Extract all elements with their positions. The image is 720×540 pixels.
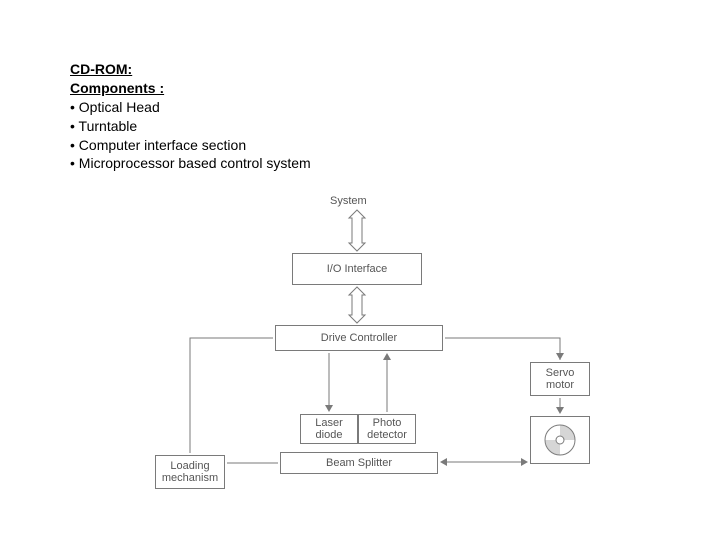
node-loading: Loading mechanism <box>155 455 225 489</box>
node-system: System <box>330 195 367 207</box>
node-disc <box>530 416 590 464</box>
disc-icon <box>543 423 577 457</box>
cdrom-diagram: System I/O Interface Drive Controller Servo… <box>0 0 720 540</box>
node-beam: Beam Splitter <box>280 452 438 474</box>
node-drive: Drive Controller <box>275 325 443 351</box>
node-io: I/O Interface <box>292 253 422 285</box>
node-servo: Servo motor <box>530 362 590 396</box>
node-photo: Photo detector <box>358 414 416 444</box>
node-laser: Laser diode <box>300 414 358 444</box>
